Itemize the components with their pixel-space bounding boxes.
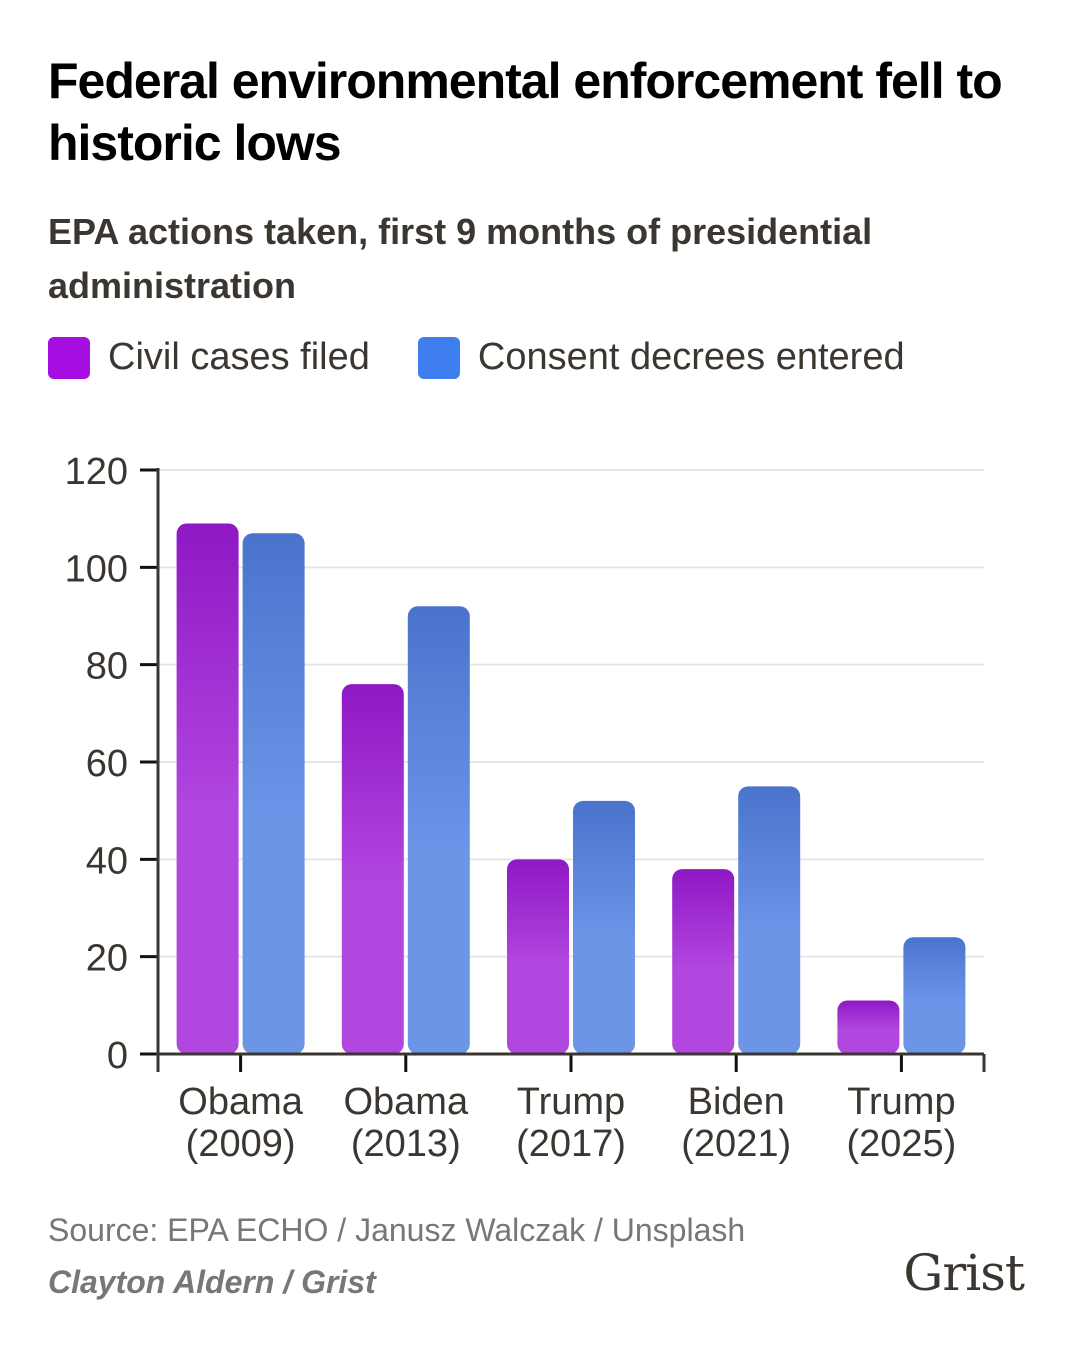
bar-civil-cases-4 [837,1000,900,1054]
y-tick-label-120: 120 [65,451,128,493]
x-tick-label-1-line-1: (2013) [351,1123,461,1165]
x-tick-label-0-line-1: (2009) [186,1123,296,1165]
bar-consent-decrees-4 [903,937,966,1054]
x-tick-label-2-line-0: Trump [517,1081,625,1123]
legend-swatch-civil-cases [48,336,90,379]
y-tick-label-40: 40 [86,840,128,882]
x-tick-label-3-line-0: Biden [688,1081,785,1123]
bar-civil-cases-0 [176,523,239,1054]
x-tick-label-2-line-1: (2017) [516,1123,626,1165]
x-tick-label-4-line-1: (2025) [846,1123,956,1165]
y-tick-label-0: 0 [107,1035,128,1077]
bar-chart: 020406080100120Obama(2009)Obama(2013)Tru… [65,451,986,1165]
x-tick-label-4-line-0: Trump [847,1081,955,1123]
x-tick-label-1-line-0: Obama [343,1081,468,1123]
legend-swatch-consent-decrees [417,336,460,379]
y-tick-label-20: 20 [86,938,128,980]
legend-label-consent-decrees: Consent decrees entered [477,336,905,378]
bar-civil-cases-1 [341,684,404,1054]
credit-note: Clayton Aldern / Grist [48,1264,376,1300]
y-tick-label-80: 80 [86,646,128,688]
source-note: Source: EPA ECHO / Janusz Walczak / Unsp… [48,1212,746,1248]
x-tick-label-0-line-0: Obama [178,1081,303,1123]
bar-civil-cases-3 [672,869,735,1054]
bar-civil-cases-2 [507,859,569,1054]
legend-label-civil-cases: Civil cases filed [108,336,370,378]
grist-logo: Grist [903,1244,1025,1302]
chart-title: Federal environmental enforcement fell t… [48,53,1003,171]
chart-subtitle: EPA actions taken, first 9 months of pre… [48,211,873,306]
legend: Civil cases filed Consent decrees entere… [48,336,953,379]
bar-consent-decrees-2 [573,800,635,1054]
bar-consent-decrees-3 [738,786,801,1054]
legend-item-consent-decrees: Consent decrees entered [417,336,905,379]
x-tick-label-3-line-1: (2021) [681,1123,791,1165]
y-tick-label-60: 60 [86,743,128,785]
y-tick-label-100: 100 [65,548,128,590]
bar-consent-decrees-1 [407,606,470,1054]
legend-item-civil-cases: Civil cases filed [48,336,370,379]
bar-consent-decrees-0 [242,533,305,1054]
